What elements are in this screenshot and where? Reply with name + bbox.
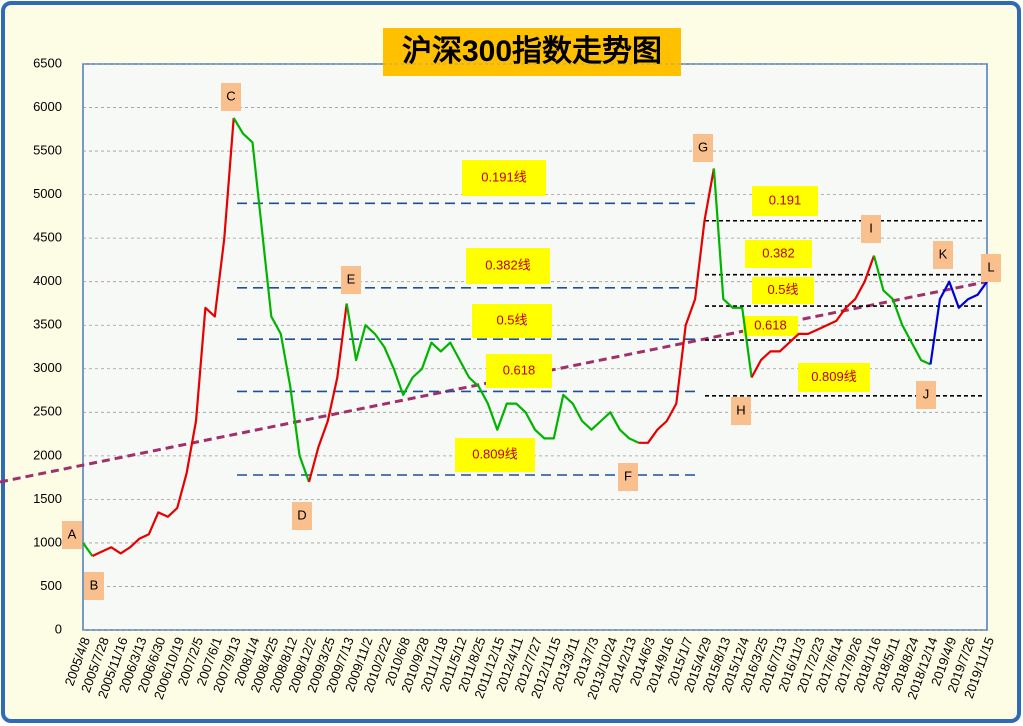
point-label: D [297,507,306,522]
index-line [91,117,235,557]
y-tick-label: 1500 [33,491,62,506]
level-label: 0.191 [769,192,802,207]
y-tick-label: 6500 [33,55,62,70]
index-line [307,303,348,483]
point-label: I [869,220,873,235]
point-label: B [90,577,99,592]
y-tick-label: 3000 [33,360,62,375]
level-label: 0.809线 [472,446,518,461]
point-label-box [981,254,1001,282]
level-label-box [752,186,818,216]
point-label-box [84,572,104,600]
index-line [872,255,931,366]
point-label-box [221,83,241,111]
level-label: 0.5线 [496,312,527,327]
chart-title: 沪深300指数走势图 [402,35,662,68]
index-line [638,168,715,444]
level-label-box [466,248,550,284]
level-label-box [462,160,546,196]
point-label-box [292,502,312,530]
point-label-box [731,397,751,425]
level-label-box [745,240,812,268]
y-tick-label: 6000 [33,99,62,114]
y-tick-label: 2000 [33,447,62,462]
level-label: 0.809线 [811,369,857,384]
point-label-box [916,381,936,409]
point-label: C [226,88,235,103]
point-label-box [933,241,953,269]
point-label-box [861,215,881,243]
y-tick-label: 5000 [33,186,62,201]
index-line [345,303,640,444]
level-label-box [752,277,814,304]
point-label: E [347,271,356,286]
trend-line [0,280,988,484]
level-label-box [798,363,870,392]
index-line [232,117,311,483]
y-tick-label: 2500 [33,404,62,419]
level-label-box [486,354,552,388]
point-label-box [341,266,361,294]
level-label: 0.191线 [481,169,527,184]
point-label: L [987,259,994,274]
y-tick-label: 4500 [33,230,62,245]
point-label: J [923,386,930,401]
level-label: 0.382 [762,245,795,260]
point-label: K [939,246,948,261]
index-line [750,255,876,379]
point-label: F [624,468,632,483]
title-box [383,28,681,76]
level-label: 0.5线 [767,282,798,297]
y-tick-label: 0 [55,621,62,636]
y-tick-label: 5500 [33,143,62,158]
point-label: A [68,526,77,541]
level-label: 0.618 [754,317,787,332]
y-tick-label: 1000 [33,534,62,549]
y-tick-label: 3500 [33,317,62,332]
index-line [712,168,753,378]
point-label-box [618,463,638,491]
level-label: 0.382线 [485,257,531,272]
point-label: H [736,402,745,417]
point-label-box [62,521,82,549]
point-label-box [693,134,713,162]
index-line [929,280,988,365]
y-tick-label: 500 [40,578,62,593]
point-label: G [698,139,708,154]
plot-area [82,63,988,631]
level-label-box [743,316,798,336]
y-tick-label: 4000 [33,273,62,288]
level-label: 0.618 [503,362,536,377]
index-line [82,542,94,557]
level-label-box [472,304,552,338]
level-label-box [455,438,535,472]
